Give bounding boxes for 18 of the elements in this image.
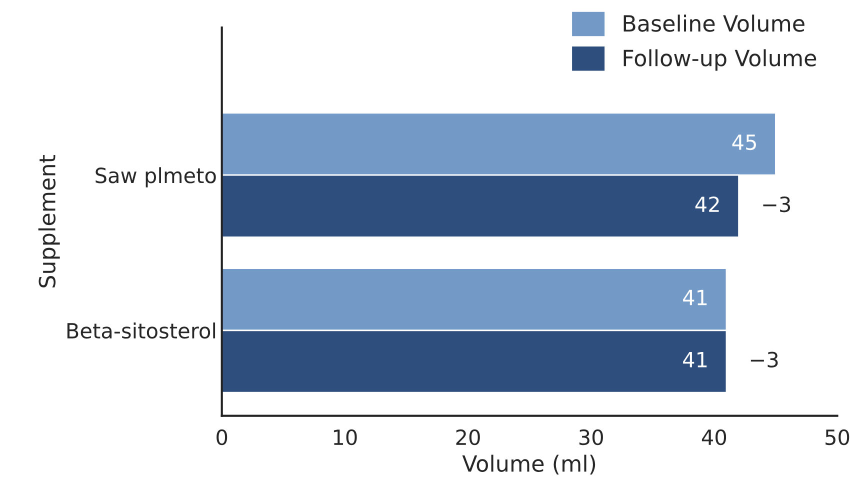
x-tick-label: 30 [579,429,603,446]
y-tick-label: Saw plmeto [96,167,216,188]
data-label: 45 [732,134,756,150]
data-label: 41 [683,290,707,306]
legend-label: Follow-up Volume [624,49,816,71]
data-label: 42 [695,196,719,212]
data-label: 41 [683,352,707,368]
annotation: −3 [750,352,778,368]
x-axis-title: Volume (ml) [462,454,596,475]
x-tick-label: 0 [216,429,228,446]
annotation: −3 [763,196,790,212]
x-tick-label: 10 [334,429,357,446]
y-tick-label: Beta-sitosterol [67,322,216,339]
x-tick-label: 40 [702,429,726,446]
legend-label: Baseline Volume [624,14,804,32]
y-axis-title: Supplement [38,155,60,288]
x-tick-label: 20 [456,429,480,446]
x-tick-label: 50 [826,429,850,446]
